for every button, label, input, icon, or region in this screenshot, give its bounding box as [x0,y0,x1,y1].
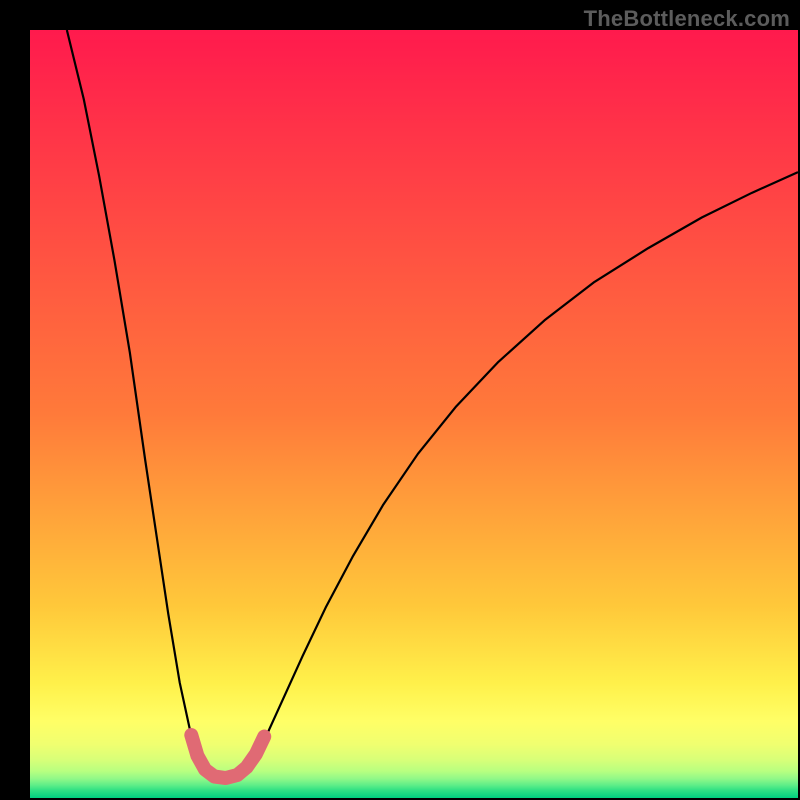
plot-area [30,30,798,798]
notch-highlight [191,735,264,778]
chart-frame: TheBottleneck.com [0,0,800,800]
curve-layer [30,30,798,798]
watermark-text: TheBottleneck.com [584,6,790,32]
bottleneck-curve [67,30,798,778]
